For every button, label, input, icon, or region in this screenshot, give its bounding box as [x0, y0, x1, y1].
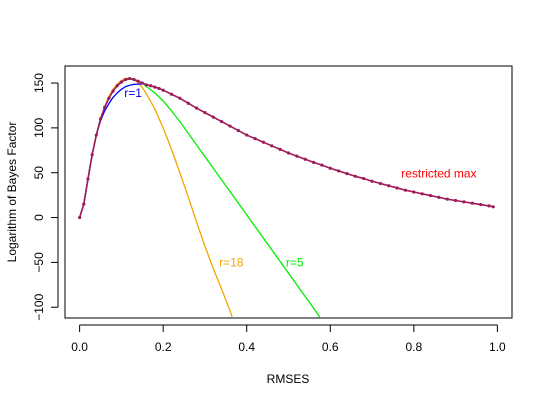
series-point-restricted-max [412, 190, 416, 194]
series-point-restricted-max [103, 105, 107, 109]
series-point-restricted-max [78, 215, 82, 220]
series-point-restricted-max [186, 101, 190, 105]
series-point-restricted-max [337, 169, 341, 173]
x-tick-label: 0.2 [155, 340, 172, 354]
series-point-restricted-max [286, 151, 291, 155]
x-tick-label: 1.0 [489, 340, 506, 354]
series-point-restricted-max [119, 80, 123, 84]
series-point-restricted-max [261, 140, 266, 144]
series-point-restricted-max [157, 86, 161, 91]
series-point-restricted-max [153, 85, 157, 89]
series-line-r-1 [78, 83, 143, 218]
series-point-restricted-max [94, 133, 98, 137]
annotation-r-18: r=18 [219, 255, 244, 269]
series-point-restricted-max [211, 115, 215, 119]
x-tick-label: 0.8 [405, 340, 422, 354]
series-point-restricted-max [462, 200, 466, 204]
series-point-restricted-max [245, 133, 249, 137]
series-point-restricted-max [303, 157, 307, 161]
y-tick-label: −50 [32, 252, 46, 273]
series-point-restricted-max [178, 96, 182, 100]
series-point-restricted-max [378, 181, 383, 186]
x-axis-label: RMSES [267, 372, 310, 386]
annotations-group: r=1 r=18 r=5 restricted max [124, 86, 476, 269]
series-point-restricted-max [420, 192, 424, 196]
series-point-restricted-max [437, 195, 441, 199]
series-point-restricted-max [362, 176, 366, 181]
plot-frame [64, 65, 513, 319]
series-point-restricted-max [370, 179, 374, 183]
series-point-restricted-max [140, 81, 144, 85]
series-point-restricted-max [479, 202, 483, 207]
series-point-restricted-max [132, 77, 136, 82]
series-point-restricted-max [228, 124, 232, 128]
series-point-restricted-max [345, 172, 349, 176]
series-point-restricted-max [86, 177, 90, 181]
series-group [78, 76, 495, 318]
series-point-restricted-max [470, 201, 474, 205]
series-point-restricted-max [123, 77, 128, 82]
series-point-restricted-max [220, 120, 224, 124]
y-tick-label: 50 [32, 166, 46, 180]
series-point-restricted-max [236, 128, 240, 133]
series-point-restricted-max [136, 79, 140, 83]
x-tick-label: 0.4 [238, 340, 255, 354]
series-point-restricted-max [491, 205, 495, 209]
y-tick-label: 100 [32, 118, 46, 138]
series-point-restricted-max [403, 188, 408, 192]
y-tick-label: 0 [32, 214, 46, 221]
series-point-restricted-max [487, 204, 491, 208]
series-point-restricted-max [144, 83, 149, 87]
series-point-restricted-max [194, 106, 199, 110]
series-point-restricted-max [278, 147, 282, 152]
series-point-restricted-max [203, 111, 207, 115]
y-axis-label: Logarithm of Bayes Factor [5, 122, 19, 263]
x-tick-label: 0.0 [71, 340, 88, 354]
series-point-restricted-max [320, 163, 324, 167]
series-point-restricted-max [395, 186, 399, 190]
series-point-restricted-max [445, 197, 449, 201]
series-point-restricted-max [387, 184, 391, 188]
series-point-restricted-max [270, 144, 274, 148]
series-point-restricted-max [428, 193, 433, 198]
y-tick-label: 150 [32, 73, 46, 93]
series-point-restricted-max [82, 202, 86, 206]
y-axis: −100 −50 0 50 100 150 [32, 73, 59, 321]
series-point-restricted-max [454, 198, 458, 203]
annotation-restricted-max: restricted max [401, 167, 476, 181]
series-point-restricted-max [169, 92, 174, 96]
annotation-r-5: r=5 [286, 255, 304, 269]
series-point-restricted-max [115, 84, 119, 88]
series-point-restricted-max [98, 117, 103, 121]
series-line-r-5 [78, 78, 321, 318]
series-point-restricted-max [128, 76, 132, 81]
series-point-restricted-max [253, 137, 257, 141]
x-tick-label: 0.6 [322, 340, 339, 354]
series-point-restricted-max [328, 166, 332, 170]
series-point-restricted-max [107, 96, 111, 100]
series-point-restricted-max [311, 160, 316, 165]
series-point-restricted-max [111, 89, 115, 93]
x-axis: 0.0 0.2 0.4 0.6 0.8 1.0 [71, 324, 506, 354]
annotation-r-1: r=1 [124, 86, 142, 100]
series-point-restricted-max [161, 88, 165, 92]
series-point-restricted-max [90, 153, 94, 157]
series-point-restricted-max [149, 84, 153, 88]
series-point-restricted-max [353, 174, 357, 178]
y-tick-label: −100 [32, 293, 46, 320]
series-point-restricted-max [295, 154, 299, 158]
